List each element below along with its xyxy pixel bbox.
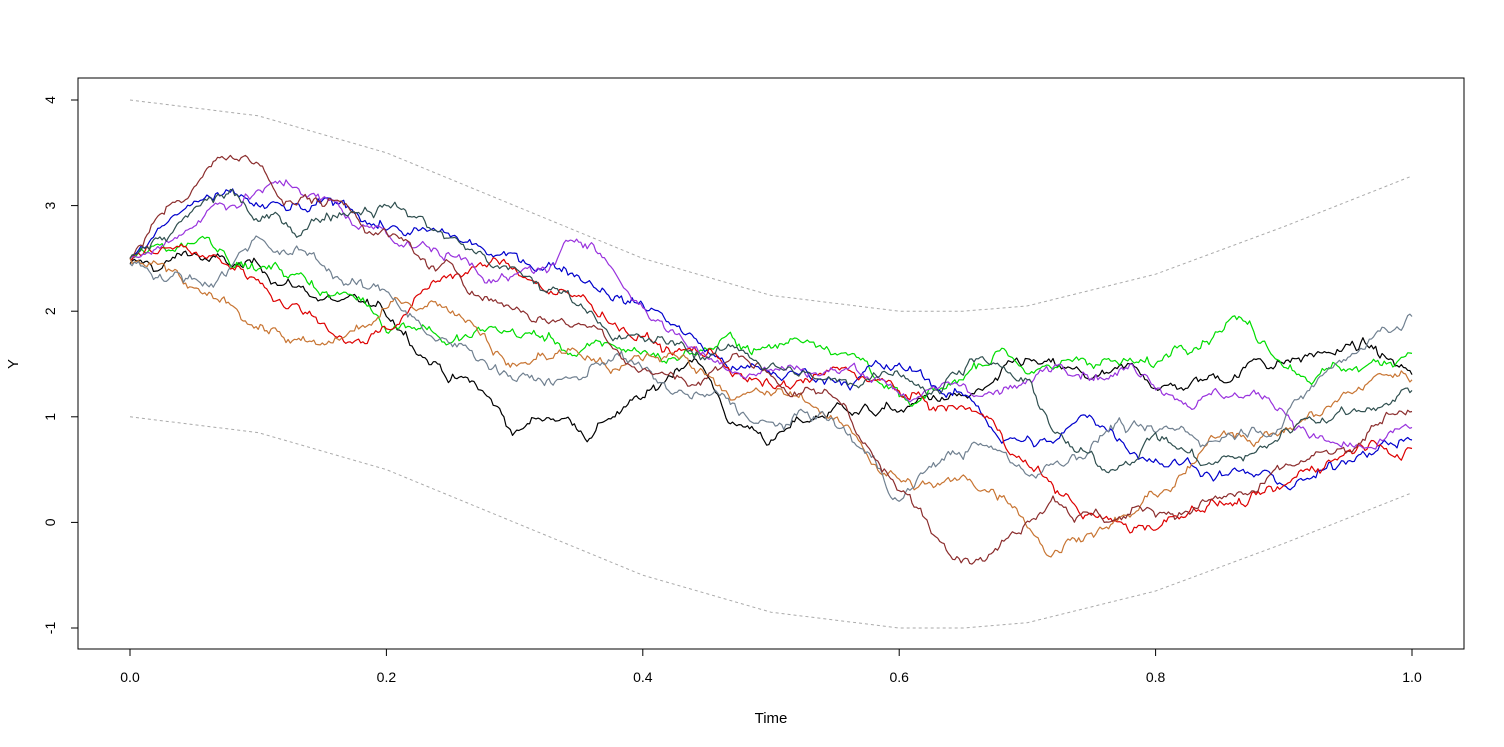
boundary-lower bbox=[129, 416, 1413, 629]
series-line-3 bbox=[129, 188, 1413, 491]
y-tick-label: 4 bbox=[42, 96, 58, 104]
x-tick-label: 1.0 bbox=[1402, 669, 1422, 685]
boundary-curves bbox=[129, 99, 1413, 629]
x-tick-label: 0.6 bbox=[889, 669, 909, 685]
x-axis: 0.0 0.2 0.4 0.6 0.8 1.0 bbox=[120, 648, 1422, 685]
x-axis-title: Time bbox=[755, 710, 788, 727]
series-line-7 bbox=[129, 235, 1413, 502]
series-line-4 bbox=[129, 243, 1413, 534]
x-tick-label: 0.0 bbox=[120, 669, 140, 685]
series-line-9 bbox=[129, 188, 1413, 474]
y-axis-title: Y bbox=[5, 359, 22, 369]
series-line-5 bbox=[129, 179, 1413, 450]
series-line-8 bbox=[129, 154, 1413, 565]
y-tick-label: 0 bbox=[42, 518, 58, 526]
y-tick-label: 2 bbox=[42, 307, 58, 315]
x-tick-label: 0.2 bbox=[377, 669, 397, 685]
x-tick-label: 0.4 bbox=[633, 669, 653, 685]
series-group bbox=[129, 154, 1413, 565]
series-line-6 bbox=[129, 258, 1413, 558]
y-tick-label: 3 bbox=[42, 201, 58, 209]
y-axis: -1 0 1 2 3 4 bbox=[42, 96, 79, 635]
y-tick-label: 1 bbox=[42, 413, 58, 421]
series-line-2 bbox=[129, 235, 1413, 407]
series-line-1 bbox=[129, 250, 1413, 446]
boundary-upper bbox=[129, 99, 1413, 312]
x-tick-label: 0.8 bbox=[1146, 669, 1166, 685]
y-tick-label: -1 bbox=[42, 622, 58, 635]
